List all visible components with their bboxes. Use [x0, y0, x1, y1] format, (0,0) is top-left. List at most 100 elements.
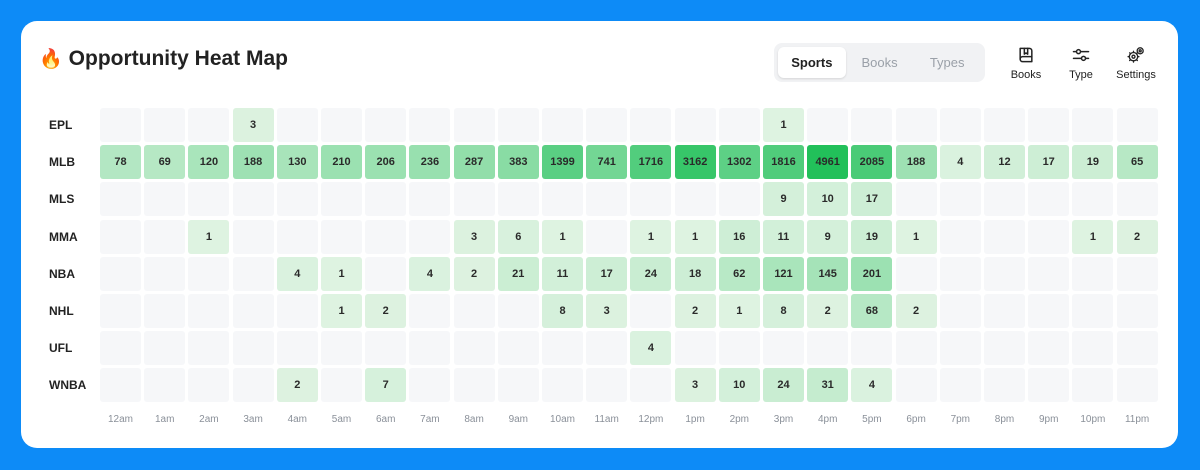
heatmap-cell[interactable]: [630, 108, 672, 142]
heatmap-cell[interactable]: [144, 108, 186, 142]
heatmap-cell[interactable]: 287: [453, 145, 495, 180]
heatmap-cell[interactable]: [1028, 182, 1070, 217]
heatmap-cell[interactable]: [630, 294, 672, 328]
tab-books[interactable]: Books: [861, 55, 898, 70]
heatmap-cell[interactable]: [144, 219, 186, 254]
heatmap-cell[interactable]: 62: [718, 256, 760, 291]
heatmap-cell[interactable]: 1: [895, 219, 937, 254]
heatmap-cell[interactable]: [984, 108, 1025, 142]
heatmap-cell[interactable]: [321, 219, 362, 254]
heatmap-cell[interactable]: [1116, 368, 1158, 403]
heatmap-cell[interactable]: 1: [674, 219, 716, 254]
heatmap-cell[interactable]: [718, 108, 760, 142]
heatmap-cell[interactable]: [100, 108, 141, 142]
heatmap-cell[interactable]: 4: [939, 145, 981, 180]
heatmap-cell[interactable]: 17: [1028, 145, 1070, 180]
heatmap-cell[interactable]: 12: [984, 145, 1025, 180]
heatmap-cell[interactable]: 121: [763, 256, 804, 291]
type-button[interactable]: Type: [1056, 45, 1106, 81]
heatmap-cell[interactable]: [1028, 331, 1070, 366]
heatmap-cell[interactable]: 19: [851, 219, 893, 254]
heatmap-cell[interactable]: [1028, 108, 1070, 142]
heatmap-cell[interactable]: 2: [674, 294, 716, 328]
heatmap-cell[interactable]: 31: [807, 368, 849, 403]
heatmap-cell[interactable]: 4: [276, 256, 318, 291]
heatmap-cell[interactable]: [453, 108, 495, 142]
heatmap-cell[interactable]: [409, 294, 451, 328]
heatmap-cell[interactable]: [984, 256, 1025, 291]
heatmap-cell[interactable]: [365, 256, 407, 291]
heatmap-cell[interactable]: [1116, 294, 1158, 328]
heatmap-cell[interactable]: 1399: [542, 145, 583, 180]
heatmap-cell[interactable]: 4: [630, 331, 672, 366]
heatmap-cell[interactable]: [188, 368, 230, 403]
heatmap-cell[interactable]: [1028, 294, 1070, 328]
heatmap-cell[interactable]: [365, 331, 407, 366]
heatmap-cell[interactable]: [674, 331, 716, 366]
heatmap-cell[interactable]: [984, 219, 1025, 254]
heatmap-cell[interactable]: 10: [807, 182, 849, 217]
heatmap-cell[interactable]: [895, 256, 937, 291]
heatmap-cell[interactable]: [718, 182, 760, 217]
heatmap-cell[interactable]: [321, 331, 362, 366]
heatmap-cell[interactable]: 18: [674, 256, 716, 291]
heatmap-cell[interactable]: [144, 256, 186, 291]
heatmap-cell[interactable]: [276, 182, 318, 217]
heatmap-cell[interactable]: 65: [1116, 145, 1158, 180]
heatmap-cell[interactable]: 130: [276, 145, 318, 180]
heatmap-cell[interactable]: [321, 108, 362, 142]
heatmap-cell[interactable]: [409, 368, 451, 403]
heatmap-cell[interactable]: [674, 182, 716, 217]
heatmap-cell[interactable]: [895, 331, 937, 366]
heatmap-cell[interactable]: [1116, 182, 1158, 217]
heatmap-cell[interactable]: [497, 294, 539, 328]
heatmap-cell[interactable]: 69: [144, 145, 186, 180]
heatmap-cell[interactable]: [939, 331, 981, 366]
heatmap-cell[interactable]: [718, 331, 760, 366]
heatmap-cell[interactable]: [144, 368, 186, 403]
heatmap-cell[interactable]: [984, 294, 1025, 328]
heatmap-cell[interactable]: [100, 256, 141, 291]
heatmap-cell[interactable]: [497, 182, 539, 217]
heatmap-cell[interactable]: 383: [497, 145, 539, 180]
heatmap-cell[interactable]: [1116, 108, 1158, 142]
heatmap-cell[interactable]: 1: [542, 219, 583, 254]
heatmap-cell[interactable]: 1: [1072, 219, 1114, 254]
heatmap-cell[interactable]: [807, 331, 849, 366]
heatmap-cell[interactable]: [232, 368, 274, 403]
heatmap-cell[interactable]: [144, 182, 186, 217]
tab-sports[interactable]: Sports: [778, 47, 846, 78]
heatmap-cell[interactable]: [674, 108, 716, 142]
heatmap-cell[interactable]: 145: [807, 256, 849, 291]
heatmap-cell[interactable]: [895, 108, 937, 142]
heatmap-cell[interactable]: [409, 182, 451, 217]
heatmap-cell[interactable]: [1072, 182, 1114, 217]
heatmap-cell[interactable]: 8: [763, 294, 804, 328]
heatmap-cell[interactable]: 9: [763, 182, 804, 217]
heatmap-cell[interactable]: 1302: [718, 145, 760, 180]
heatmap-cell[interactable]: 3: [232, 108, 274, 142]
heatmap-cell[interactable]: [586, 219, 628, 254]
heatmap-cell[interactable]: [321, 368, 362, 403]
heatmap-cell[interactable]: [276, 294, 318, 328]
heatmap-cell[interactable]: 16: [718, 219, 760, 254]
heatmap-cell[interactable]: [276, 331, 318, 366]
heatmap-cell[interactable]: [144, 331, 186, 366]
heatmap-cell[interactable]: [1028, 219, 1070, 254]
heatmap-cell[interactable]: 1816: [763, 145, 804, 180]
heatmap-cell[interactable]: 2: [276, 368, 318, 403]
heatmap-cell[interactable]: 2: [807, 294, 849, 328]
heatmap-cell[interactable]: [232, 331, 274, 366]
heatmap-cell[interactable]: [409, 108, 451, 142]
heatmap-cell[interactable]: 2: [453, 256, 495, 291]
heatmap-cell[interactable]: [188, 294, 230, 328]
heatmap-cell[interactable]: [542, 108, 583, 142]
heatmap-cell[interactable]: [1028, 256, 1070, 291]
heatmap-cell[interactable]: [542, 368, 583, 403]
heatmap-cell[interactable]: 2085: [851, 145, 893, 180]
heatmap-cell[interactable]: 201: [851, 256, 893, 291]
heatmap-cell[interactable]: 11: [542, 256, 583, 291]
heatmap-cell[interactable]: [1116, 331, 1158, 366]
heatmap-cell[interactable]: [1072, 256, 1114, 291]
heatmap-cell[interactable]: [586, 331, 628, 366]
